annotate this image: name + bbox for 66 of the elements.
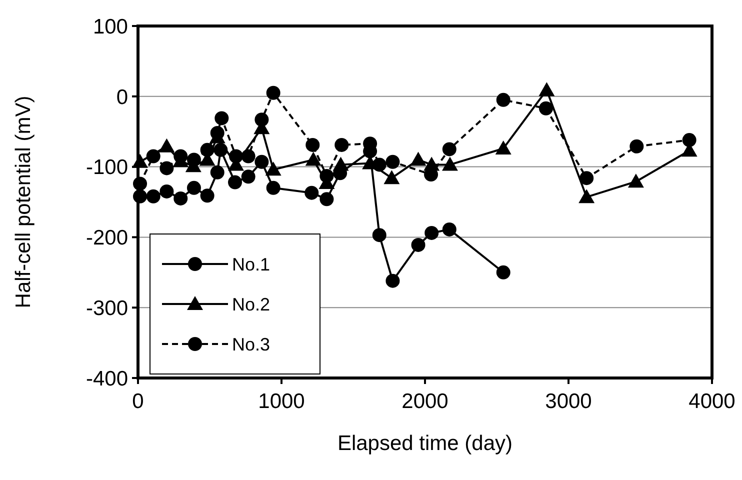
point xyxy=(304,186,319,200)
y-tick-label: -400 xyxy=(86,367,128,390)
point xyxy=(442,222,456,236)
point xyxy=(229,149,244,164)
point xyxy=(442,156,458,171)
point xyxy=(386,154,400,169)
point xyxy=(372,228,386,242)
y-axis-title: Half-cell potential (mV) xyxy=(12,96,35,308)
point xyxy=(265,162,282,176)
point xyxy=(538,82,555,96)
point xyxy=(266,86,280,100)
point xyxy=(411,238,426,252)
point xyxy=(241,170,256,184)
point xyxy=(266,180,280,195)
point xyxy=(146,149,160,164)
point xyxy=(174,149,188,164)
point xyxy=(146,189,160,204)
legend-label: No.3 xyxy=(232,334,270,354)
y-tick-label: 0 xyxy=(116,86,128,109)
point xyxy=(424,226,439,240)
x-tick-label: 2000 xyxy=(402,390,448,413)
point xyxy=(200,188,214,203)
point xyxy=(372,158,386,172)
point xyxy=(306,138,320,152)
point xyxy=(214,111,229,126)
point xyxy=(386,274,400,288)
point xyxy=(496,265,510,280)
point xyxy=(410,152,426,166)
x-axis-title: Elapsed time (day) xyxy=(337,432,513,455)
point xyxy=(186,152,201,167)
point xyxy=(496,92,510,107)
point xyxy=(334,138,349,152)
point xyxy=(241,149,256,164)
point xyxy=(210,165,224,180)
y-tick-label: -100 xyxy=(86,156,128,180)
point xyxy=(332,156,349,171)
point xyxy=(580,171,594,186)
point xyxy=(160,184,174,198)
legend-label: No.2 xyxy=(232,294,270,314)
x-tick-label: 4000 xyxy=(688,390,736,413)
point xyxy=(630,139,644,154)
point xyxy=(384,170,400,184)
y-tick-label: 100 xyxy=(92,15,128,38)
point xyxy=(228,175,242,190)
point xyxy=(320,168,334,183)
point xyxy=(174,191,188,206)
y-tick-label: -200 xyxy=(86,226,128,250)
point xyxy=(254,112,269,127)
point xyxy=(160,161,174,176)
legend-label: No.1 xyxy=(232,254,270,274)
point xyxy=(254,154,269,169)
point xyxy=(200,142,214,157)
point xyxy=(305,152,322,166)
x-tick-label: 1000 xyxy=(258,390,305,413)
x-tick-label: 0 xyxy=(132,390,144,413)
point xyxy=(538,101,553,116)
point xyxy=(682,133,696,148)
y-tick-label: -300 xyxy=(86,296,128,320)
point xyxy=(158,138,175,152)
point xyxy=(495,140,512,154)
point xyxy=(442,142,456,156)
point xyxy=(628,174,644,188)
point xyxy=(578,189,595,204)
point xyxy=(320,192,334,206)
x-tick-label: 3000 xyxy=(545,390,592,413)
point xyxy=(186,180,201,195)
